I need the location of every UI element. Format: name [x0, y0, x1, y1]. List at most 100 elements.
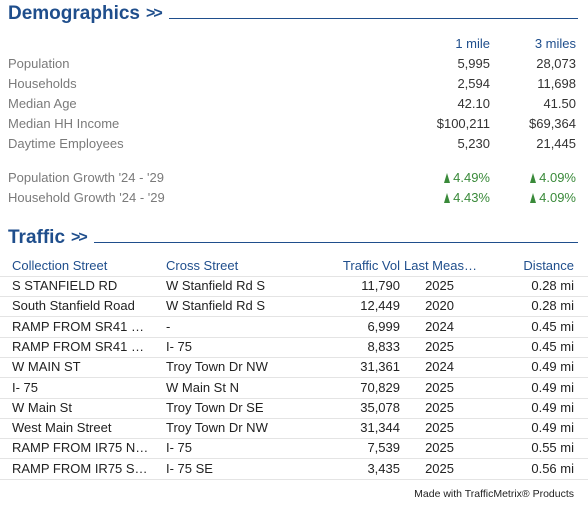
traffic-collection-street: RAMP FROM SR41 … [12, 338, 144, 354]
up-arrow-icon [444, 193, 451, 203]
traffic-row: RAMP FROM SR41 … I- 75 8,833 2025 0.45 mi [0, 337, 588, 358]
traffic-volume: 11,790 [361, 278, 400, 293]
traffic-row: RAMP FROM IR75 S… I- 75 SE 3,435 2025 0.56 m… [0, 459, 588, 480]
traffic-chevron-icon: >> [71, 229, 88, 246]
demographics-row-1-mile: 5,995 [457, 56, 490, 71]
demographics-row-3-miles: 28,073 [536, 56, 576, 71]
demographics-row: Population 5,995 28,073 [8, 54, 578, 74]
growth-row: Population Growth '24 - '29 4.49% 4.09% [8, 168, 578, 188]
growth-row-3-miles: 4.09% [530, 188, 576, 208]
demographics-row-1-mile: 2,594 [457, 76, 490, 91]
growth-row-1-mile: 4.43% [444, 188, 490, 208]
demographics-title: Demographics [8, 3, 140, 24]
traffic-last-measured: 2024 [425, 359, 454, 375]
traffic-distance: 0.49 mi [531, 379, 574, 395]
traffic-volume: 31,344 [360, 420, 400, 436]
demographics-row-1-mile: 42.10 [457, 96, 490, 111]
traffic-distance: 0.28 mi [531, 298, 574, 314]
traffic-last-measured: 2025 [425, 379, 454, 395]
traffic-row: W MAIN ST Troy Town Dr NW 31,361 2024 0.49 m… [0, 357, 588, 379]
up-arrow-icon [530, 173, 537, 183]
header-last-meas: Last Meas… [404, 258, 477, 273]
traffic-cross-street: W Stanfield Rd S [166, 278, 265, 293]
traffic-cross-street: W Stanfield Rd S [166, 298, 265, 314]
traffic-cross-street: I- 75 SE [166, 460, 213, 476]
demographics-row-label: Households [8, 76, 77, 91]
traffic-row: RAMP FROM SR41 … - 6,999 2024 0.45 mi [0, 317, 588, 338]
demographics-row: Median Age 42.10 41.50 [8, 94, 578, 114]
traffic-volume: 12,449 [360, 298, 400, 314]
demographics-row-label: Daytime Employees [8, 136, 124, 151]
demographics-row: Daytime Employees 5,230 21,445 [8, 134, 578, 154]
traffic-row: S STANFIELD RD W Stanfield Rd S 11,790 2025… [0, 276, 588, 297]
traffic-cross-street: Troy Town Dr NW [166, 359, 268, 375]
traffic-collection-street: South Stanfield Road [12, 298, 135, 314]
demographics-row-3-miles: 21,445 [536, 136, 576, 151]
demographics-row-label: Median Age [8, 96, 77, 111]
demographics-row-1-mile: 5,230 [457, 136, 490, 151]
traffic-last-measured: 2025 [425, 420, 454, 436]
growth-row-label: Household Growth '24 - '29 [8, 190, 165, 205]
demographics-row: Households 2,594 11,698 [8, 74, 578, 94]
growth-value: 4.09% [539, 170, 576, 185]
footer-credit: Made with TrafficMetrix® Products [414, 488, 574, 500]
demographics-row: Median HH Income $100,211 $69,364 [8, 114, 578, 134]
traffic-collection-street: RAMP FROM SR41 … [12, 318, 144, 334]
growth-value: 4.09% [539, 190, 576, 205]
traffic-distance: 0.28 mi [531, 278, 574, 293]
demographics-row-label: Population [8, 56, 70, 71]
demographics-rule [168, 17, 578, 19]
demographics-row-1-mile: $100,211 [436, 116, 490, 131]
header-collection-street: Collection Street [12, 258, 108, 273]
traffic-collection-street: RAMP FROM IR75 N… [12, 440, 149, 456]
traffic-collection-street: W Main St [12, 399, 72, 415]
traffic-cross-street: I- 75 [166, 338, 193, 354]
traffic-volume: 70,829 [360, 379, 400, 395]
traffic-distance: 0.49 mi [531, 399, 574, 415]
traffic-distance: 0.49 mi [531, 359, 574, 375]
traffic-last-measured: 2024 [425, 318, 454, 334]
traffic-row: South Stanfield Road W Stanfield Rd S 12,4… [0, 296, 588, 318]
traffic-volume: 8,833 [367, 338, 400, 354]
traffic-last-measured: 2025 [425, 399, 454, 415]
traffic-last-measured: 2025 [425, 278, 454, 293]
traffic-collection-street: West Main Street [12, 420, 112, 436]
traffic-distance: 0.45 mi [531, 338, 574, 354]
traffic-column-headers: Collection Street Cross Street Traffic V… [0, 256, 588, 277]
growth-value: 4.49% [453, 170, 490, 185]
traffic-cross-street: Troy Town Dr NW [166, 420, 268, 436]
growth-value: 4.43% [453, 190, 490, 205]
traffic-volume: 7,539 [367, 440, 400, 456]
demographics-row-label: Median HH Income [8, 116, 120, 131]
traffic-volume: 6,999 [367, 318, 400, 334]
growth-row-3-miles: 4.09% [530, 168, 576, 188]
growth-row-label: Population Growth '24 - '29 [8, 170, 164, 185]
traffic-volume: 3,435 [367, 460, 400, 476]
traffic-title: Traffic [8, 227, 66, 248]
traffic-header: Traffic >> [8, 226, 578, 250]
traffic-collection-street: W MAIN ST [12, 359, 81, 375]
traffic-cross-street: Troy Town Dr SE [166, 399, 264, 415]
growth-row-1-mile: 4.49% [444, 168, 490, 188]
traffic-cross-street: I- 75 [166, 440, 193, 456]
traffic-collection-street: RAMP FROM IR75 S… [12, 460, 148, 476]
traffic-volume: 35,078 [360, 399, 400, 415]
col-1-mile-header: 1 mile [455, 36, 490, 51]
traffic-last-measured: 2025 [425, 338, 454, 354]
header-traffic-vol: Traffic Vol [342, 258, 400, 273]
traffic-row: West Main Street Troy Town Dr NW 31,344 202… [0, 418, 588, 440]
demographics-row-3-miles: $69,364 [529, 116, 576, 131]
demographics-header: Demographics >> [8, 2, 578, 26]
up-arrow-icon [444, 173, 451, 183]
traffic-row: RAMP FROM IR75 N… I- 75 7,539 2025 0.55 mi [0, 438, 588, 460]
growth-row: Household Growth '24 - '29 4.43% 4.09% [8, 188, 578, 208]
demographics-row-3-miles: 11,698 [537, 76, 576, 91]
traffic-cross-street: W Main St N [166, 379, 239, 395]
traffic-last-measured: 2025 [425, 460, 454, 476]
traffic-distance: 0.55 mi [531, 440, 574, 456]
traffic-row: I- 75 W Main St N 70,829 2025 0.49 mi [0, 378, 588, 399]
traffic-last-measured: 2020 [425, 298, 454, 314]
traffic-collection-street: I- 75 [12, 379, 39, 395]
traffic-collection-street: S STANFIELD RD [12, 278, 118, 293]
traffic-distance: 0.45 mi [531, 318, 574, 334]
